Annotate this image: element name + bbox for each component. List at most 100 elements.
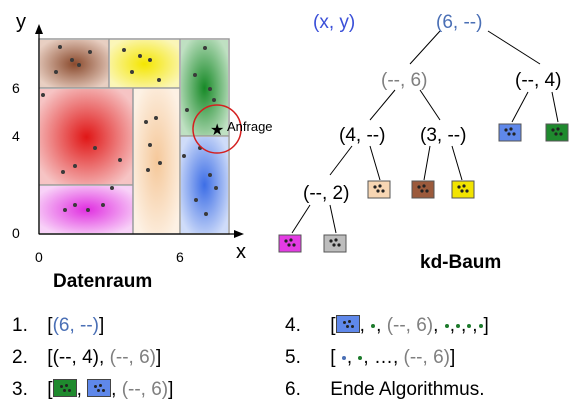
- query-radius-circle: [192, 104, 242, 154]
- region-brown: [40, 40, 109, 88]
- data-space-caption: Datenraum: [53, 271, 152, 292]
- bucket-point: [376, 189, 380, 193]
- tree-node-x3: (3, --): [420, 125, 466, 146]
- y-axis-label: y: [16, 11, 26, 33]
- data-point: [208, 173, 212, 177]
- data-point: [54, 70, 58, 74]
- tree-root-node: (6, --): [436, 12, 482, 33]
- step-3-open: [: [47, 379, 53, 400]
- bucket-point: [465, 189, 469, 193]
- step-4-blue-bucket: [335, 315, 360, 333]
- data-point: [41, 93, 45, 97]
- leaf-yellow-bucket: [451, 180, 475, 199]
- bucket-point: [289, 238, 293, 242]
- data-point: [203, 46, 207, 50]
- step-5-ellipsis: , …,: [363, 347, 399, 368]
- leaf-magenta-bucket: [278, 234, 302, 253]
- bucket-point: [420, 189, 424, 193]
- step-1: 1. [(6, --)]: [12, 315, 104, 337]
- data-point: [63, 208, 67, 212]
- step-4-point-icon-5: [478, 324, 483, 328]
- step-2-close: ]: [156, 347, 162, 368]
- step-2: 2. [(--, 4), (--, 6)]: [12, 347, 161, 369]
- bucket-point: [551, 128, 555, 132]
- region-blue: [181, 137, 228, 233]
- data-point: [61, 170, 65, 174]
- data-point: [138, 54, 142, 58]
- step-4-open: [: [330, 315, 336, 336]
- step-3-sep-2: ,: [111, 379, 117, 400]
- x-tick-0: 0: [35, 249, 43, 265]
- query-label: Anfrage: [227, 119, 273, 134]
- region-red: [40, 89, 133, 185]
- step-5-open: [: [330, 347, 336, 368]
- bucket-point: [460, 189, 464, 193]
- step-2-node-a: (--, 4): [52, 347, 99, 368]
- step-5-number: 5.: [285, 347, 301, 368]
- step-4-close: ]: [483, 315, 489, 336]
- step-1-close: ]: [99, 315, 105, 336]
- step-3-number: 3.: [12, 379, 28, 400]
- data-point: [101, 203, 105, 207]
- y-tick-0: 0: [12, 225, 20, 241]
- bucket-point: [332, 243, 336, 247]
- step-3-node: (--, 6): [121, 379, 169, 400]
- step-3-green-bucket: [52, 379, 77, 397]
- data-point: [70, 58, 74, 62]
- bucket-point: [373, 185, 377, 189]
- bucket-point: [292, 243, 296, 247]
- x-axis-arrow: [234, 230, 244, 238]
- step-5-point-icon-blue: [341, 356, 346, 360]
- step-5-point-icon-green: [358, 356, 363, 360]
- data-point: [193, 73, 197, 77]
- data-point: [157, 78, 161, 82]
- bucket-point: [512, 132, 516, 136]
- bucket-point: [556, 127, 560, 131]
- data-point: [148, 143, 152, 147]
- tree-header: (x, y): [313, 12, 355, 33]
- leaf-blue-bucket: [498, 123, 522, 142]
- data-point: [154, 116, 158, 120]
- bucket-point: [559, 132, 563, 136]
- bucket-point: [334, 238, 338, 242]
- step-4-number: 4.: [285, 315, 301, 336]
- step-2-node-b: (--, 6): [109, 347, 156, 368]
- bucket-point: [425, 189, 429, 193]
- bucket-point: [329, 239, 333, 243]
- data-space: y x 6 4 0 0 6 ★ Anfrage Datenraum: [12, 11, 273, 292]
- tree-edges: [291, 30, 559, 234]
- data-point: [144, 120, 148, 124]
- step-3-sep-1: ,: [76, 379, 82, 400]
- y-tick-4: 4: [12, 128, 20, 144]
- bucket-point: [554, 132, 558, 136]
- step-2-open: [: [47, 347, 53, 368]
- data-point: [110, 186, 114, 190]
- step-2-sep: ,: [99, 347, 105, 368]
- kd-tree: (x, y) (6, --) (--, 6) (--, 4) (4, --) (…: [278, 12, 569, 273]
- step-4-point-icon-2: [444, 324, 449, 328]
- step-5-node: (--, 6): [403, 347, 450, 368]
- data-point: [122, 48, 126, 52]
- step-4-node: (--, 6): [386, 315, 434, 336]
- data-point: [58, 45, 62, 49]
- step-2-number: 2.: [12, 347, 28, 368]
- step-6-number: 6.: [285, 379, 301, 400]
- step-3-close: ]: [168, 379, 174, 400]
- x-tick-6: 6: [176, 249, 184, 265]
- y-tick-6: 6: [12, 80, 20, 96]
- data-point: [118, 158, 122, 162]
- tree-node-y6: (--, 6): [381, 70, 427, 91]
- bucket-point: [509, 127, 513, 131]
- data-point: [208, 87, 212, 91]
- step-5: 5. [ , , …, (--, 6)]: [285, 347, 456, 368]
- data-point: [77, 63, 81, 67]
- step-1-number: 1.: [12, 315, 28, 336]
- data-point: [212, 98, 216, 102]
- step-4: 4. [, , (--, 6), ,,,]: [285, 315, 489, 336]
- axes: [38, 32, 236, 235]
- data-point: [182, 154, 186, 158]
- step-4-point-icon-4: [467, 324, 472, 328]
- data-point: [194, 198, 198, 202]
- leaf-brown-bucket: [411, 180, 435, 199]
